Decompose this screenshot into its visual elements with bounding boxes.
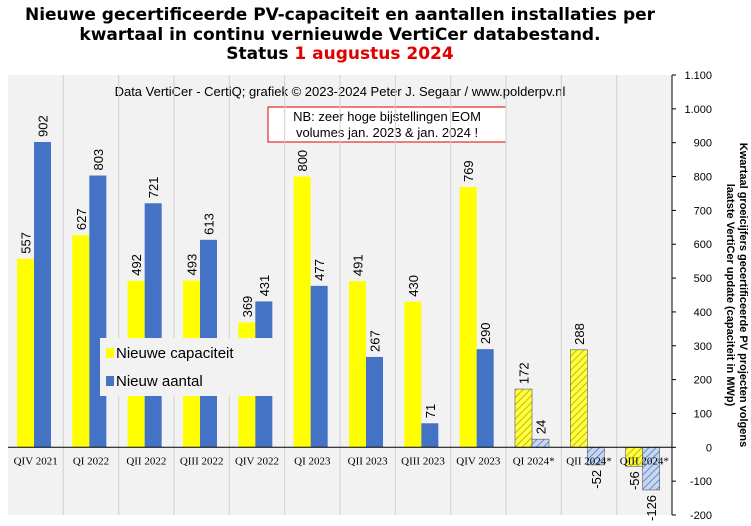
chart-title: Nieuwe gecertificeerde PV-capaciteit en … [25,5,656,25]
y-tick-label: 1.000 [684,104,712,116]
bar [421,423,439,448]
status-date: 1 augustus 2024 [294,44,453,64]
y-tick-label: 600 [694,239,712,251]
legend-box [100,338,276,396]
bar [293,176,311,448]
y-tick-label: 0 [706,442,712,454]
legend-label: Nieuwe capaciteit [116,345,234,362]
y-tick-label: 1.100 [684,70,712,82]
value-label: 71 [423,404,438,418]
annotation: volumes jan. 2023 & jan. 2024 ! [296,125,478,140]
value-label: 493 [185,254,200,276]
bar [72,235,90,448]
bar [89,175,107,448]
y-tick-label: 400 [694,307,712,319]
x-tick-label: QI 2024* [513,455,555,467]
value-label: 492 [129,254,144,276]
bar [17,258,34,448]
bar [349,281,366,448]
bar [531,438,550,448]
value-label: -52 [589,470,604,489]
bar [514,388,533,448]
value-label: 24 [534,420,549,434]
legend-swatch [106,376,114,386]
y-axis-label: Kwartaal groeicijfers gecertificeerde PV… [737,143,749,447]
annotation: NB: zeer hoge bijstellingen EOM [293,109,481,124]
chart-title: Status 1 augustus 2024 [226,44,454,64]
value-label: 491 [351,254,366,276]
bar [366,356,383,448]
value-label: 288 [572,323,587,345]
y-axis-label: laatste VertiCer update (capaciteit in M… [724,184,736,407]
y-tick-label: 800 [694,172,712,184]
y-tick-label: 900 [694,138,712,150]
value-label: 172 [517,362,532,384]
x-tick-label: QIV 2021 [14,455,58,467]
x-tick-label: QII 2023 [348,455,389,467]
annotation-box [267,106,507,143]
value-label: 369 [240,296,255,318]
y-tick-label: -100 [690,476,712,488]
bar [459,187,477,448]
bar [404,301,422,448]
y-tick-label: -200 [690,510,712,522]
bar [570,349,588,448]
value-label: 267 [368,330,383,352]
value-label: 627 [74,208,89,230]
value-label: 800 [295,150,310,172]
value-label: 430 [406,275,421,297]
x-tick-label: QII 2022 [126,455,166,467]
x-tick-label: QIII 2023 [401,455,445,467]
x-tick-label: QIII 2024* [620,455,669,467]
value-label: 290 [478,322,493,344]
chart-title: kwartaal in continu vernieuwde VertiCer … [79,25,600,45]
bar [144,203,162,448]
value-label: 803 [91,149,106,171]
y-tick-label: 500 [694,273,712,285]
x-tick-label: QII 2024* [566,455,612,467]
y-tick-label: 300 [694,341,712,353]
value-label: 431 [257,275,272,297]
y-tick-label: 700 [694,205,712,217]
value-label: 613 [202,213,217,235]
bar [642,447,660,491]
value-label: 477 [312,259,327,281]
legend-label: Nieuw aantal [116,373,203,390]
value-label: -56 [627,471,642,490]
value-label: 769 [461,160,476,182]
legend-swatch [106,348,114,358]
status-label: Status [226,44,288,64]
x-tick-label: QI 2023 [294,455,331,467]
value-label: 557 [19,232,34,254]
value-label: -126 [644,495,659,521]
bar [476,349,494,448]
x-tick-label: QIV 2022 [235,455,279,467]
x-tick-label: QI 2022 [73,455,109,467]
bar [34,142,51,448]
value-label: 721 [146,177,161,199]
y-tick-label: 100 [694,408,712,420]
x-tick-label: QIV 2023 [456,455,501,467]
value-label: 902 [36,115,51,137]
x-tick-label: QIII 2022 [180,455,224,467]
bar [310,285,328,448]
y-tick-label: 200 [694,375,712,387]
